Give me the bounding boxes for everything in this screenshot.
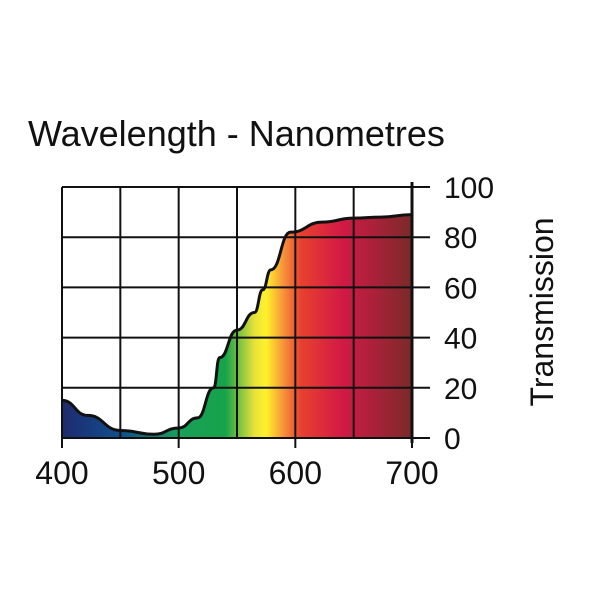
- y-tick-label: 20: [444, 373, 477, 406]
- y-tick-label: 100: [444, 172, 494, 205]
- y-axis-label: Transmission: [524, 217, 560, 406]
- y-tick-label: 60: [444, 272, 477, 305]
- y-tick-label: 40: [444, 323, 477, 356]
- x-tick-label: 700: [385, 455, 438, 491]
- x-tick-label: 600: [269, 455, 322, 491]
- transmission-area: [62, 214, 412, 438]
- chart-title: Wavelength - Nanometres: [28, 113, 445, 154]
- transmission-curve: [61, 213, 413, 436]
- x-tick-label: 400: [35, 455, 88, 491]
- y-tick-label: 0: [444, 423, 461, 456]
- plot-area: [61, 182, 430, 448]
- x-tick-label: 500: [152, 455, 205, 491]
- y-tick-label: 80: [444, 222, 477, 255]
